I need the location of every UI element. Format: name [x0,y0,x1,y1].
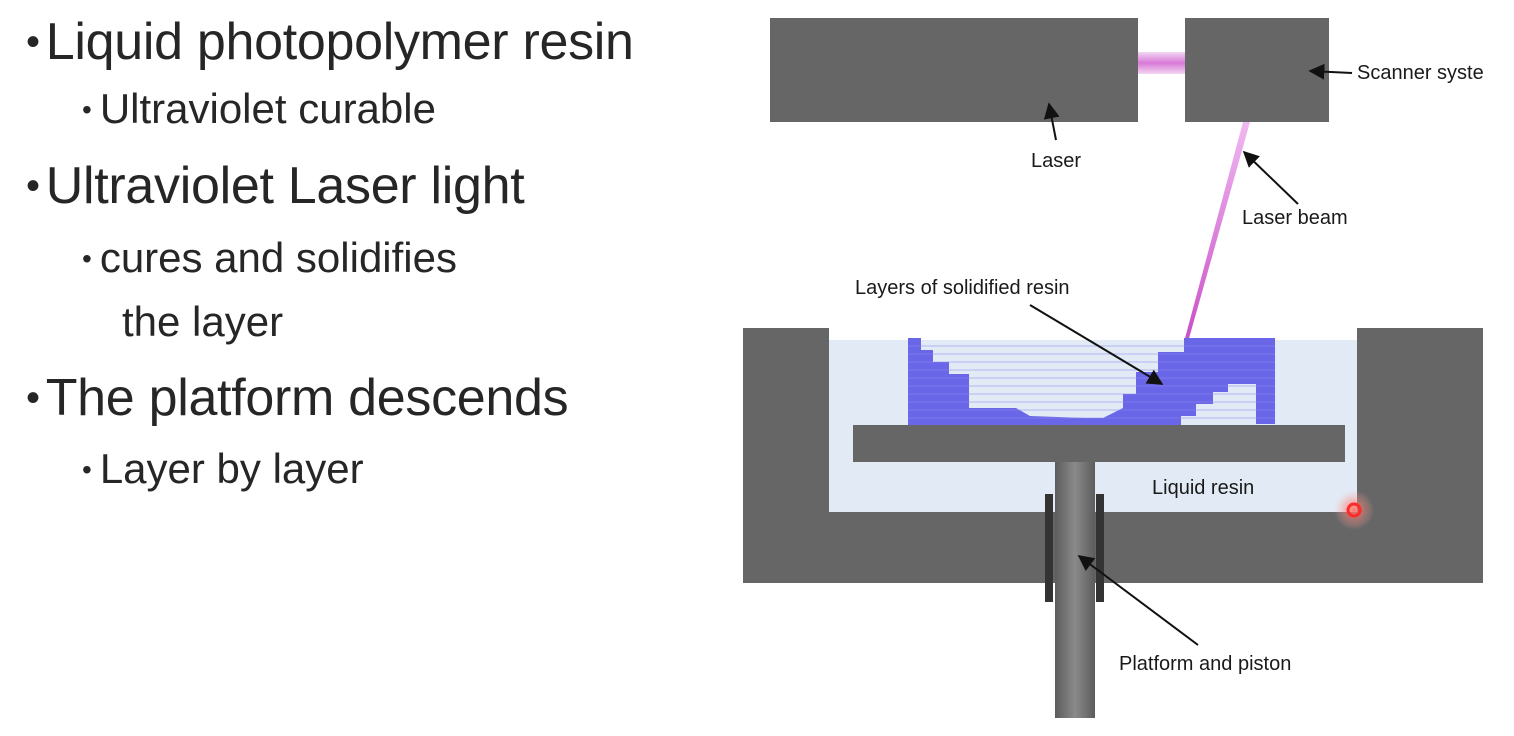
bullet-level1: • Liquid photopolymer resin [26,12,634,72]
bullet-text: Liquid photopolymer resin [45,13,634,71]
arrow-laser [1043,102,1060,141]
label-laser: Laser [1031,150,1081,172]
bullet-dot: • [26,20,40,64]
bullet-level1: • The platform descends [26,368,569,428]
bullet-text: Ultraviolet curable [99,85,436,132]
bullet-text: The platform descends [45,369,569,427]
bullet-text: Layer by layer [99,445,364,492]
pointer-glow [1334,490,1374,530]
bullet-level2: • cures and solidifies [82,233,457,284]
bullet-level2: • Ultraviolet curable [82,84,436,135]
label-layers-solidified-resin: Layers of solidified resin [855,277,1070,299]
arrow-scanner [1308,63,1353,80]
pointer-dot [1346,502,1362,518]
diagram-svg: Laser Scanner syste Laser beam Layers of… [743,18,1484,718]
bullet-list: • Liquid photopolymer resin • Ultraviolet … [0,0,740,731]
piston [1055,462,1095,718]
bullet-text: the layer [122,298,284,345]
piston-guide-left [1045,494,1053,602]
bullet-level2: • Layer by layer [82,444,364,495]
scanner-unit [1185,18,1329,122]
build-platform [853,425,1345,462]
resin-vat [743,328,1483,583]
bullet-continuation: the layer [122,297,283,347]
bullet-dot: • [26,376,40,420]
laser-beam [1184,122,1250,342]
bullet-dot: • [26,164,40,208]
bullet-dot: • [82,243,92,274]
laser-unit [770,18,1138,122]
stereolithography-diagram: Laser Scanner syste Laser beam Layers of… [738,0,1514,731]
bullet-text: cures and solidifies [99,234,457,281]
arrow-platform [1077,555,1199,646]
label-liquid-resin: Liquid resin [1152,477,1254,499]
label-platform-piston: Platform and piston [1119,653,1291,675]
arrow-layers [1029,304,1164,385]
bullet-dot: • [82,454,92,485]
label-laser-beam: Laser beam [1242,207,1348,229]
bullet-level1: • Ultraviolet Laser light [26,156,525,216]
laser-connector [1138,52,1186,74]
bullet-dot: • [82,94,92,125]
layer-lines [908,345,1275,419]
arrow-laser-beam [1242,150,1299,205]
piston-guide-right [1096,494,1104,602]
solidified-resin-layers [908,338,1275,426]
bullet-text: Ultraviolet Laser light [45,157,525,215]
label-scanner-system: Scanner syste [1357,62,1484,84]
